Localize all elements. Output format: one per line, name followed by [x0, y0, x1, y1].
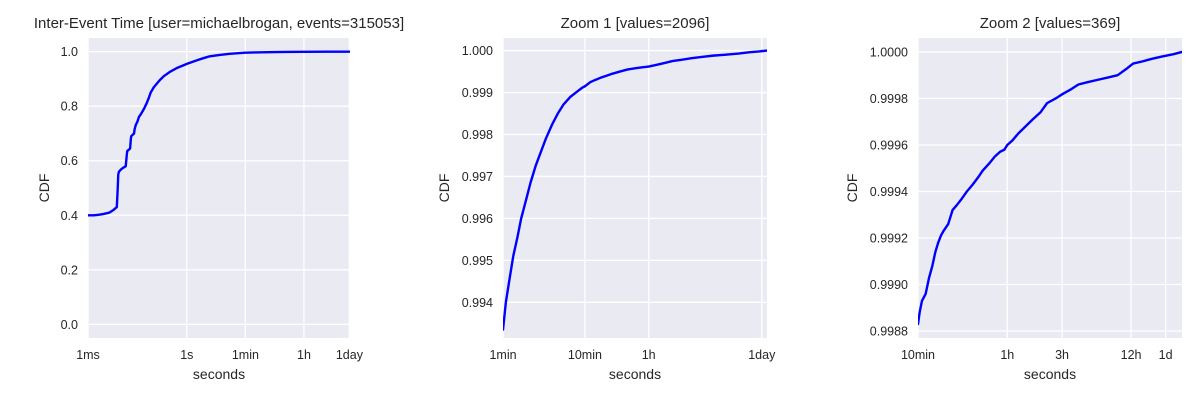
y-tick-label: 0.6 [61, 154, 78, 168]
chart-title: Zoom 2 [values=369] [980, 15, 1121, 32]
y-tick-label: 1.000 [462, 44, 493, 58]
x-tick-label: 3h [1055, 348, 1069, 362]
chart-panel-3: Zoom 2 [values=369] seconds CDF 10min 1h 3… [844, 15, 1182, 382]
x-tick-label: 1d [1159, 348, 1173, 362]
y-tick-label: 0.4 [61, 209, 78, 223]
y-tick-label: 0.0 [61, 318, 78, 332]
y-tick-label: 0.9996 [870, 138, 908, 152]
plot-area [88, 38, 350, 338]
y-tick-label: 0.996 [462, 212, 493, 226]
cdf-line [918, 50, 1182, 326]
x-tick-label: 1day [748, 348, 776, 362]
cdf-line [88, 50, 350, 217]
y-tick-label: 0.998 [462, 128, 493, 142]
y-tick-label: 0.997 [462, 170, 493, 184]
x-axis-label: seconds [193, 366, 245, 382]
y-tick-label: 0.2 [61, 263, 78, 277]
x-tick-label: 10min [568, 348, 602, 362]
x-tick-label: 12h [1121, 348, 1142, 362]
chart-title: Zoom 1 [values=2096] [561, 15, 710, 32]
y-tick-label: 0.999 [462, 86, 493, 100]
y-tick-label: 0.8 [61, 100, 78, 114]
x-tick-label: 1ms [76, 348, 100, 362]
y-tick-label: 0.9998 [870, 92, 908, 106]
chart-title: Inter-Event Time [user=michaelbrogan, ev… [34, 15, 404, 32]
chart-panel-2: Zoom 1 [values=2096] seconds CDF 1min 10m… [436, 15, 776, 382]
y-axis-label: CDF [844, 174, 860, 203]
x-axis-label: seconds [1024, 366, 1076, 382]
y-tick-label: 1.0 [61, 45, 78, 59]
cdf-line [503, 49, 767, 331]
y-tick-label: 0.9990 [870, 278, 908, 292]
y-tick-label: 1.0000 [870, 45, 908, 59]
y-tick-label: 0.9992 [870, 232, 908, 246]
x-axis-label: seconds [609, 366, 661, 382]
y-axis-label: CDF [36, 174, 52, 203]
plot-area [503, 38, 767, 338]
x-tick-label: 1min [232, 348, 259, 362]
x-tick-label: 1day [336, 348, 364, 362]
x-tick-label: 1h [642, 348, 656, 362]
y-tick-label: 0.9994 [870, 185, 908, 199]
y-tick-label: 0.994 [462, 296, 493, 310]
x-tick-label: 1s [180, 348, 193, 362]
plot-area [918, 38, 1182, 338]
x-tick-label: 10min [901, 348, 935, 362]
x-tick-label: 1min [489, 348, 516, 362]
chart-panel-1: Inter-Event Time [user=michaelbrogan, ev… [34, 15, 404, 382]
x-tick-label: 1h [297, 348, 311, 362]
y-tick-label: 0.995 [462, 254, 493, 268]
y-tick-label: 0.9988 [870, 325, 908, 339]
x-tick-label: 1h [1000, 348, 1014, 362]
y-axis-label: CDF [436, 174, 452, 203]
